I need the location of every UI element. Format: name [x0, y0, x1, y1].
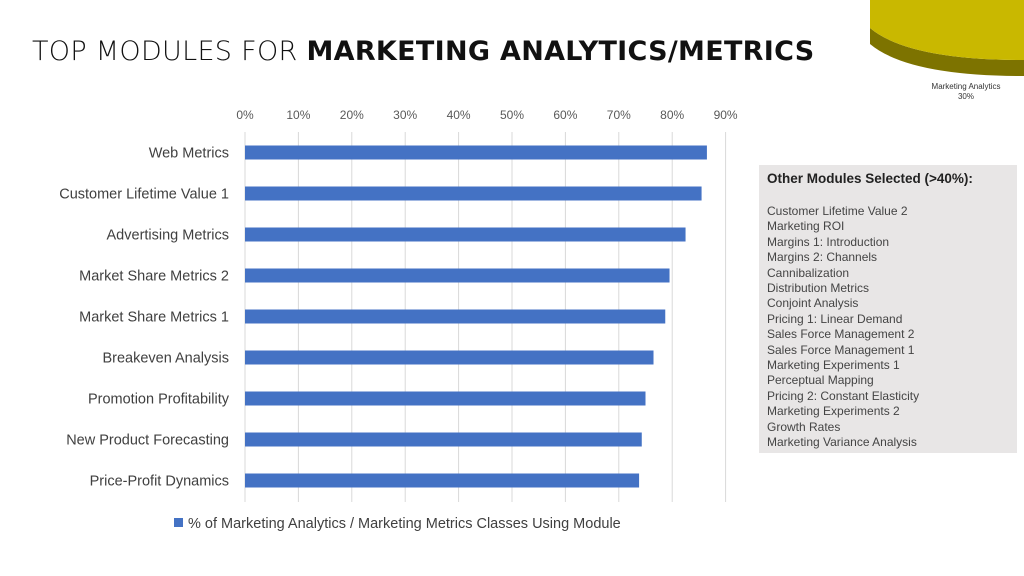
x-tick-label: 60%: [553, 108, 577, 122]
x-tick-label: 40%: [447, 108, 471, 122]
bar: [245, 391, 646, 406]
x-tick-label: 80%: [660, 108, 684, 122]
bar: [245, 268, 670, 283]
title-prefix: TOP MODULES FOR: [32, 36, 307, 67]
bar: [245, 309, 666, 324]
other-module-item: Pricing 1: Linear Demand: [767, 311, 903, 326]
category-label: New Product Forecasting: [66, 433, 229, 449]
category-label: Breakeven Analysis: [102, 351, 229, 367]
bar: [245, 350, 654, 365]
x-tick-label: 10%: [286, 108, 310, 122]
category-label: Promotion Profitability: [88, 392, 230, 408]
bar: [245, 227, 686, 242]
x-tick-label: 20%: [340, 108, 364, 122]
pie-top-slice: [870, 0, 1024, 60]
x-tick-label: 30%: [393, 108, 417, 122]
other-module-item: Sales Force Management 2: [767, 327, 915, 342]
other-module-item: Marketing ROI: [767, 219, 845, 234]
bar-chart: 0%10%20%30%40%50%60%70%80%90%100% Web Me…: [59, 108, 738, 502]
other-module-item: Perceptual Mapping: [767, 373, 874, 388]
pie-label-value: 30%: [957, 92, 974, 101]
category-label: Web Metrics: [149, 146, 229, 162]
bars: [245, 145, 707, 488]
legend: % of Marketing Analytics / Marketing Met…: [174, 516, 621, 532]
other-module-item: Marketing Variance Analysis: [767, 435, 917, 450]
other-module-item: Margins 1: Introduction: [767, 234, 890, 249]
legend-label: % of Marketing Analytics / Marketing Met…: [188, 516, 621, 532]
other-module-item: Sales Force Management 1: [767, 342, 915, 357]
legend-swatch: [174, 518, 183, 527]
pie-side-slice: [870, 28, 1024, 76]
category-label: Market Share Metrics 2: [79, 269, 229, 285]
x-tick-label: 50%: [500, 108, 524, 122]
x-tick-label: 70%: [607, 108, 631, 122]
bar: [245, 145, 707, 160]
bar: [245, 432, 642, 447]
bar: [245, 186, 702, 201]
pie-label-name: Marketing Analytics: [931, 82, 1001, 91]
x-tick-label: 0%: [236, 108, 254, 122]
category-label: Customer Lifetime Value 1: [59, 187, 229, 203]
other-module-item: Marketing Experiments 1: [767, 358, 900, 373]
other-modules-title: Other Modules Selected (>40%):: [767, 171, 973, 186]
pie-chart-corner: [870, 0, 1024, 76]
other-module-item: Distribution Metrics: [767, 281, 870, 296]
other-module-item: Margins 2: Channels: [767, 250, 878, 265]
category-label: Market Share Metrics 1: [79, 310, 229, 326]
other-modules-panel: Other Modules Selected (>40%): Customer …: [759, 165, 1017, 453]
other-module-item: Conjoint Analysis: [767, 296, 859, 311]
other-module-item: Growth Rates: [767, 419, 841, 434]
category-labels: Web Metrics Customer Lifetime Value 1 Adve…: [59, 146, 230, 490]
title-emphasis: MARKETING ANALYTICS/METRICS: [306, 36, 815, 67]
other-module-item: Customer Lifetime Value 2: [767, 204, 908, 218]
other-module-item: Cannibalization: [767, 265, 850, 280]
page-title: TOP MODULES FOR MARKETING ANALYTICS/METR…: [32, 36, 814, 67]
other-module-item: Pricing 2: Constant Elasticity: [767, 388, 920, 403]
x-tick-label: 90%: [714, 108, 738, 122]
pie-label: Marketing Analytics 30%: [930, 82, 1002, 102]
other-modules-list: Customer Lifetime Value 2 Marketing ROI Ma…: [767, 204, 1009, 451]
x-tick-labels: 0%10%20%30%40%50%60%70%80%90%100%: [236, 108, 738, 122]
bar: [245, 473, 640, 488]
category-label: Advertising Metrics: [107, 228, 229, 244]
other-module-item: Marketing Experiments 2: [767, 404, 900, 419]
category-label: Price-Profit Dynamics: [90, 474, 229, 490]
